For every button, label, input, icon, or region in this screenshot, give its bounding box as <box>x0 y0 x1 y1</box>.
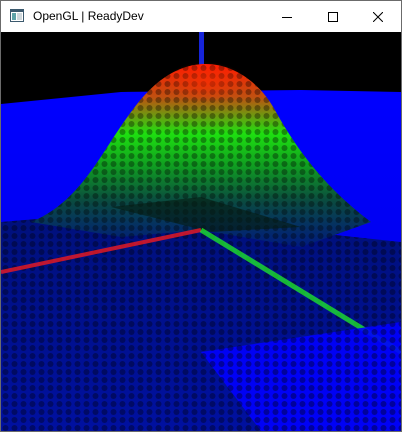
close-button[interactable] <box>355 1 401 32</box>
title-bar[interactable]: OpenGL | ReadyDev <box>1 1 401 32</box>
gaussian-surface-render <box>1 32 401 431</box>
window-title: OpenGL | ReadyDev <box>33 9 144 23</box>
axis-red <box>1 228 202 274</box>
maximize-button[interactable] <box>310 1 356 32</box>
inner-floor <box>111 197 301 232</box>
maximize-icon <box>328 11 338 22</box>
gaussian-peak-dots <box>31 64 371 247</box>
minimize-button[interactable] <box>264 1 310 32</box>
minimize-icon <box>282 16 292 18</box>
app-window-icon <box>10 9 24 22</box>
blue-plane-front-dots <box>201 322 401 431</box>
peak-glow <box>166 62 246 102</box>
close-icon <box>373 11 383 22</box>
opengl-viewport[interactable] <box>1 32 401 431</box>
